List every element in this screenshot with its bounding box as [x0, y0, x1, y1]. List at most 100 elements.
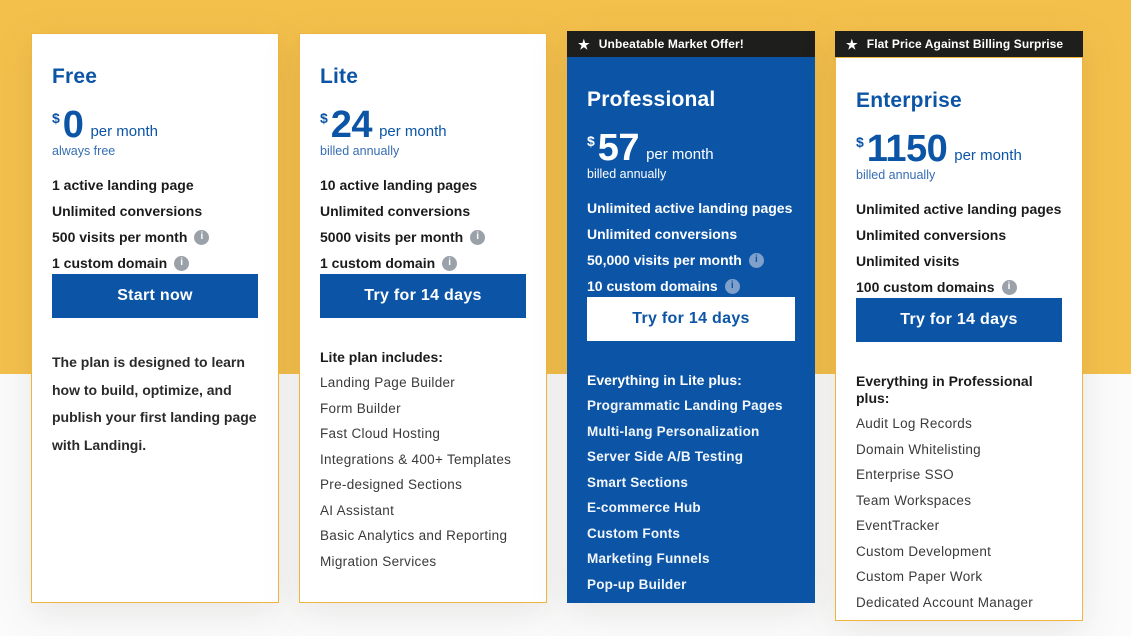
ribbon-label: Flat Price Against Billing Surprise	[866, 37, 1064, 51]
feature-item: Unlimited conversions	[587, 226, 738, 242]
detail-item: Pre-designed Sections	[320, 477, 463, 492]
feature-item: Unlimited conversions	[856, 227, 1007, 243]
feature-item: Unlimited conversions	[320, 203, 471, 219]
detail-item: Multi-lang Personalization	[587, 423, 760, 439]
feature-item: Unlimited visits	[856, 253, 960, 269]
detail-item: Form Builder	[320, 400, 401, 416]
start-now-button[interactable]: Start now	[52, 274, 258, 318]
feature-item: Unlimited active landing pages	[587, 200, 793, 216]
currency-symbol: $	[320, 110, 328, 126]
currency-symbol: $	[52, 110, 60, 126]
pricing-cards-row: Free $ 0 per month always free 1 active …	[31, 31, 1083, 621]
feature-item: Unlimited active landing pages	[856, 201, 1062, 217]
currency-symbol: $	[587, 133, 595, 149]
plan-price: $ 1150 per month	[856, 128, 1062, 170]
feature-item: 10 custom domains i	[587, 278, 795, 294]
detail-item: Integrations & 400+ Templates	[320, 451, 512, 467]
price-period: per month	[954, 147, 1022, 164]
detail-item: Custom Fonts	[587, 525, 681, 541]
info-icon[interactable]: i	[470, 229, 486, 245]
price-amount: 0	[62, 104, 84, 146]
plan-name: Lite	[320, 65, 359, 88]
info-icon[interactable]: i	[748, 252, 764, 268]
detail-item: Enterprise SSO	[856, 467, 954, 482]
billing-note: billed annually	[587, 167, 667, 181]
detail-item: Domain Whitelisting	[856, 441, 981, 457]
detail-item: Migration Services	[320, 553, 437, 569]
info-icon[interactable]: i	[442, 255, 458, 271]
details-heading: Lite plan includes:	[320, 349, 443, 365]
billing-note: billed annually	[856, 168, 936, 182]
detail-item: Team Workspaces	[856, 492, 972, 508]
detail-item: Dedicated Account Manager	[856, 594, 1034, 610]
ribbon-label: Unbeatable Market Offer!	[598, 37, 744, 51]
price-amount: 24	[330, 104, 373, 146]
plan-card-free: Free $ 0 per month always free 1 active …	[31, 31, 279, 603]
feature-list: 10 active landing pages Unlimited conver…	[320, 177, 526, 271]
plan-name: Enterprise	[856, 89, 962, 112]
feature-item: Unlimited conversions	[52, 203, 203, 219]
plan-card-professional: ★ Unbeatable Market Offer! Professional …	[567, 31, 815, 603]
detail-item: E-commerce Hub	[587, 500, 701, 515]
feature-item: 500 visits per month i	[52, 229, 258, 245]
info-icon[interactable]: i	[174, 255, 190, 271]
feature-item: 1 active landing page	[52, 177, 194, 193]
plan-card-enterprise: ★ Flat Price Against Billing Surprise En…	[835, 31, 1083, 621]
plan-price: $ 24 per month	[320, 104, 526, 146]
details-list: Landing Page Builder Form Builder Fast C…	[320, 375, 526, 579]
currency-symbol: $	[856, 134, 864, 150]
plan-price: $ 57 per month	[587, 127, 795, 169]
price-period: per month	[90, 123, 158, 140]
details-heading: Everything in Professional plus:	[856, 373, 1033, 406]
detail-item: Programmatic Landing Pages	[587, 398, 783, 413]
detail-item: Server Side A/B Testing	[587, 449, 744, 464]
feature-item: 1 custom domain i	[320, 255, 526, 271]
billing-note: always free	[52, 144, 116, 158]
feature-list: Unlimited active landing pages Unlimited…	[587, 200, 795, 294]
info-icon[interactable]: i	[194, 229, 210, 245]
price-period: per month	[646, 146, 714, 163]
details-list: Audit Log Records Domain Whitelisting En…	[856, 416, 1062, 620]
detail-item: Pop-up Builder	[587, 576, 687, 592]
price-period: per month	[379, 123, 447, 140]
info-icon[interactable]: i	[724, 278, 740, 294]
detail-item: AI Assistant	[320, 502, 395, 518]
billing-note: billed annually	[320, 144, 400, 158]
feature-item: 10 active landing pages	[320, 177, 478, 193]
price-amount: 1150	[866, 128, 948, 170]
feature-item: 100 custom domains i	[856, 279, 1062, 295]
details-list: Programmatic Landing Pages Multi-lang Pe…	[587, 398, 795, 602]
plan-card-lite-body: Lite $ 24 per month billed annually 10 a…	[299, 33, 547, 603]
feature-item: 5000 visits per month i	[320, 229, 526, 245]
try-14-days-button[interactable]: Try for 14 days	[587, 297, 795, 341]
plan-card-free-body: Free $ 0 per month always free 1 active …	[31, 33, 279, 603]
detail-item: Marketing Funnels	[587, 551, 710, 566]
star-icon: ★	[846, 36, 858, 52]
try-14-days-button[interactable]: Try for 14 days	[320, 274, 526, 318]
promo-ribbon: ★ Unbeatable Market Offer!	[567, 31, 815, 57]
plan-card-lite: Lite $ 24 per month billed annually 10 a…	[299, 31, 547, 603]
feature-list: 1 active landing page Unlimited conversi…	[52, 177, 258, 271]
feature-list: Unlimited active landing pages Unlimited…	[856, 201, 1062, 295]
detail-item: Landing Page Builder	[320, 375, 456, 390]
star-icon: ★	[578, 36, 590, 52]
try-14-days-button[interactable]: Try for 14 days	[856, 298, 1062, 342]
plan-card-enterprise-body: Enterprise $ 1150 per month billed annua…	[835, 57, 1083, 621]
plan-name: Professional	[587, 88, 716, 111]
detail-item: Smart Sections	[587, 474, 689, 490]
plan-description: The plan is designed to learn how to bui…	[52, 354, 257, 453]
detail-item: EventTracker	[856, 518, 940, 533]
plan-name: Free	[52, 65, 98, 88]
detail-item: Basic Analytics and Reporting	[320, 528, 508, 543]
detail-item: Custom Development	[856, 543, 992, 559]
plan-card-professional-body: Professional $ 57 per month billed annua…	[567, 57, 815, 603]
detail-item: Audit Log Records	[856, 416, 973, 431]
detail-item: Fast Cloud Hosting	[320, 426, 441, 441]
promo-ribbon: ★ Flat Price Against Billing Surprise	[835, 31, 1083, 57]
info-icon[interactable]: i	[1001, 279, 1017, 295]
price-amount: 57	[597, 127, 640, 169]
feature-item: 1 custom domain i	[52, 255, 258, 271]
plan-price: $ 0 per month	[52, 104, 258, 146]
details-heading: Everything in Lite plus:	[587, 372, 742, 388]
